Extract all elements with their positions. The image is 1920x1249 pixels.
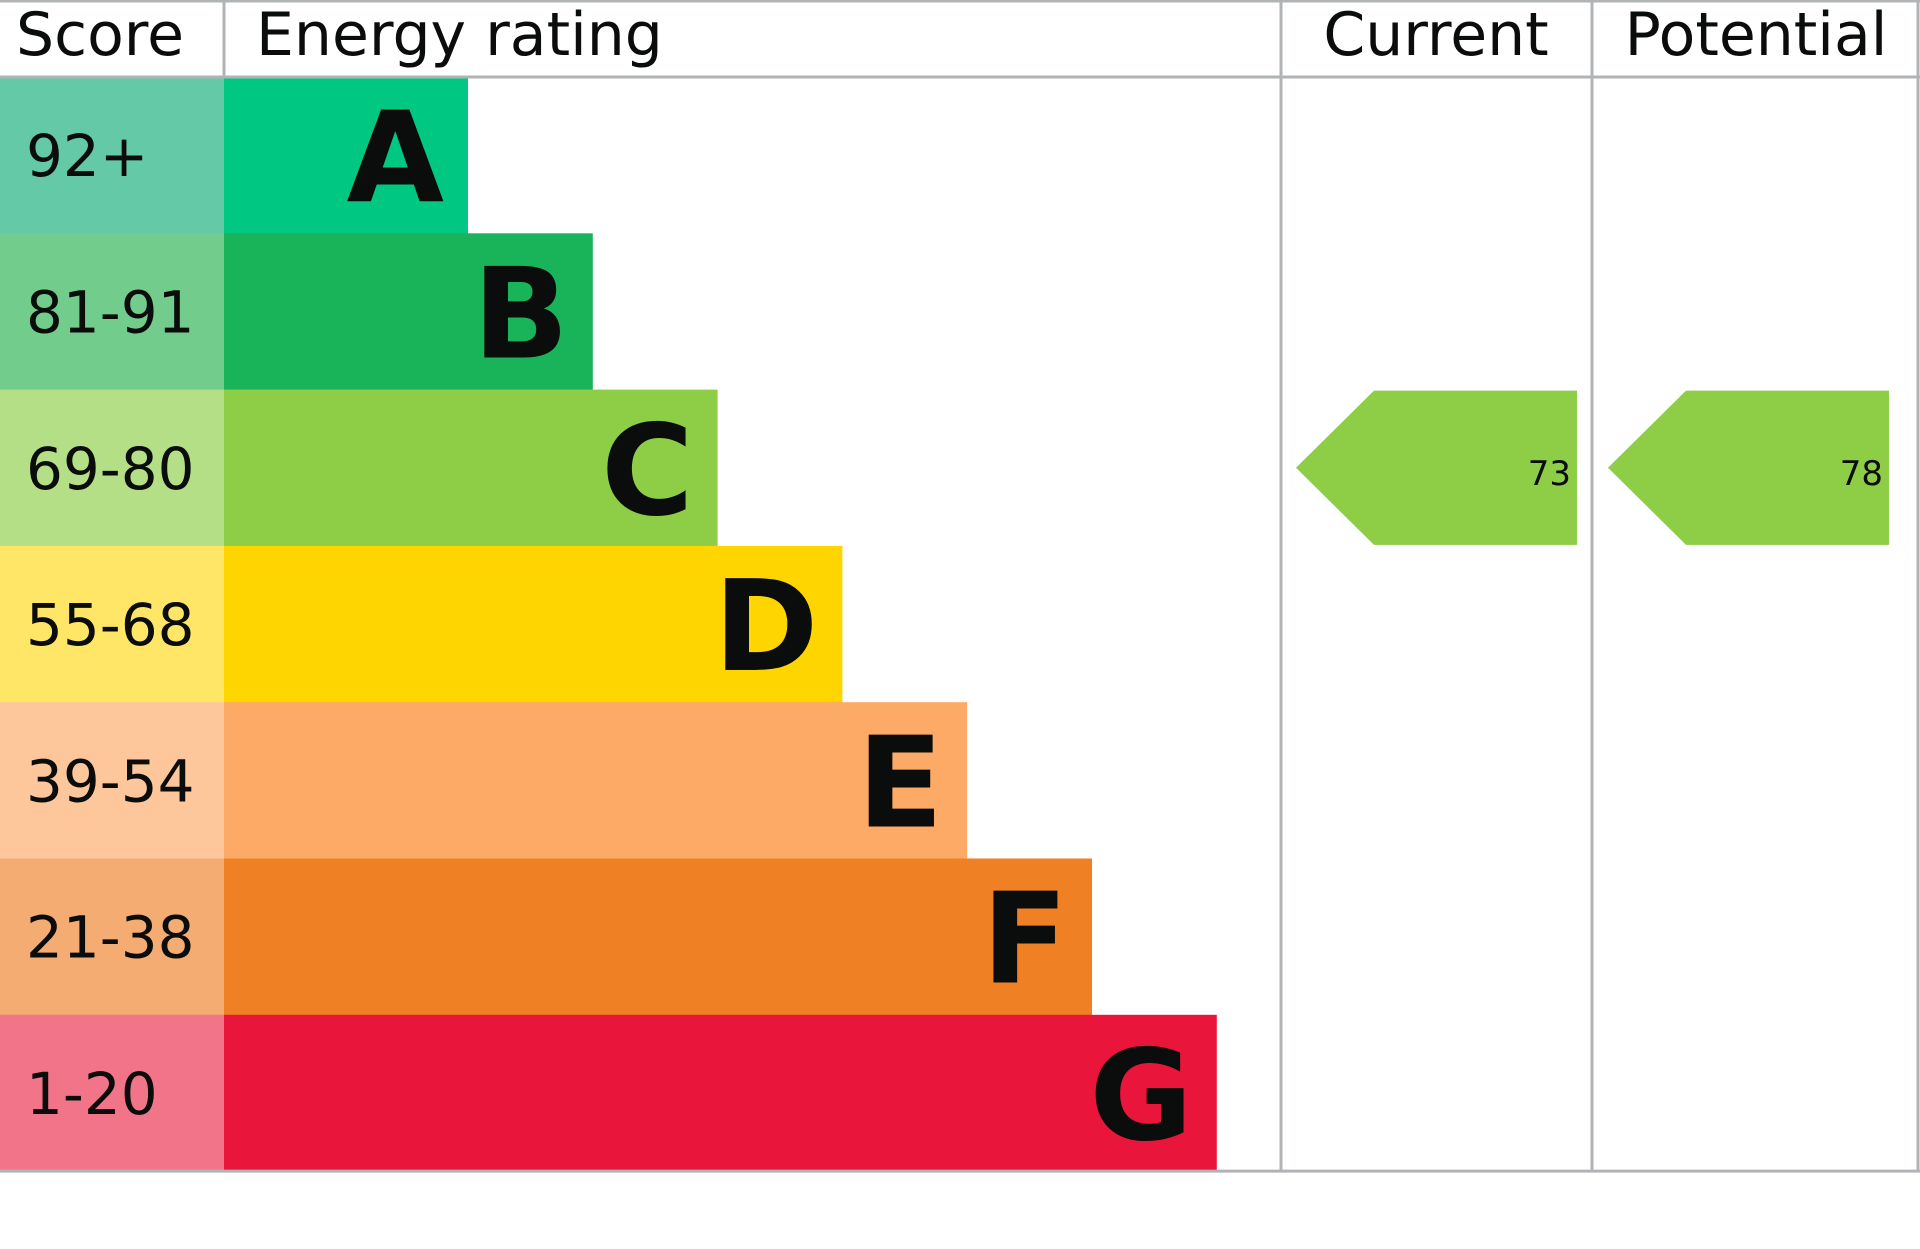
rating-bar-d [224, 545, 843, 703]
rating-letter-b: B [473, 240, 569, 387]
rating-letter-c: C [601, 397, 693, 544]
score-range-d: 55-68 [26, 591, 195, 659]
header-score: Score [16, 0, 184, 70]
score-cell-a [0, 77, 224, 234]
rating-bar-b [224, 233, 593, 391]
rating-bar-c [224, 389, 718, 547]
potential-rating-value: 78 [1840, 454, 1883, 494]
score-cell-b [0, 233, 224, 391]
rating-letter-g: G [1089, 1022, 1192, 1169]
header-potential: Potential [1625, 0, 1888, 70]
rating-letter-e: E [857, 709, 943, 856]
score-range-b: 81-91 [26, 278, 195, 346]
score-cell-f [0, 858, 224, 1016]
score-range-e: 39-54 [26, 747, 195, 815]
rating-bar-g [224, 1014, 1217, 1172]
potential-rating-arrow [1608, 390, 1889, 545]
rating-letter-f: F [982, 866, 1068, 1013]
score-cell-e [0, 702, 224, 859]
score-range-f: 21-38 [26, 904, 195, 972]
rating-bar-f [224, 858, 1092, 1016]
score-cell-g [0, 1014, 224, 1172]
current-rating-arrow [1296, 390, 1577, 545]
current-rating-value: 73 [1528, 454, 1571, 494]
rating-letter-d: D [714, 553, 819, 700]
score-range-c: 69-80 [26, 435, 195, 503]
rating-bar-a [224, 77, 468, 234]
rating-letter-a: A [346, 84, 444, 231]
header-energy-rating: Energy rating [256, 0, 663, 70]
rating-bar-e [224, 702, 968, 859]
score-cell-c [0, 389, 224, 547]
score-range-a: 92+ [26, 122, 148, 190]
score-range-g: 1-20 [26, 1060, 158, 1128]
score-cell-d [0, 545, 224, 703]
header-current: Current [1323, 0, 1548, 70]
